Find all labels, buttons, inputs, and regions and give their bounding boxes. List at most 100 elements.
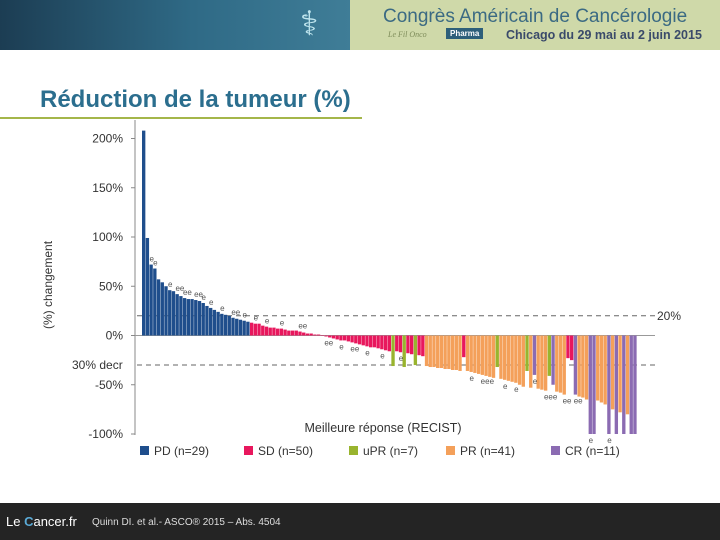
bar-pr — [436, 335, 440, 369]
bar-sd — [261, 325, 265, 336]
bar-sd — [406, 335, 410, 354]
bar-sd — [387, 335, 391, 352]
bar-pr — [473, 335, 477, 373]
bar-annotation: e — [399, 354, 404, 363]
bar-annotation: e — [365, 348, 370, 357]
bar-cr — [532, 335, 537, 375]
caduceus-icon: ⚕ — [300, 4, 319, 44]
bar-annotation: e — [220, 304, 225, 313]
legend-label: PD (n=29) — [154, 444, 209, 458]
bar-cr — [629, 335, 633, 434]
bar-sd — [395, 335, 399, 352]
bar-sd — [342, 335, 347, 341]
bar-pr — [484, 335, 488, 376]
bar-annotation: eee — [481, 377, 495, 386]
bar-upr — [402, 335, 406, 368]
bar-pd — [156, 279, 161, 336]
bar-sd — [376, 335, 380, 349]
fil-onco-logo: Le Fil Onco — [388, 30, 427, 39]
bar-pr — [506, 335, 511, 381]
bar-annotation: ee — [183, 288, 192, 297]
bar-cr — [592, 335, 596, 434]
bar-pd — [171, 291, 176, 336]
bar-annotation: e — [254, 314, 259, 323]
bar-pr — [454, 335, 458, 370]
bar-annotation: e — [149, 255, 154, 264]
y-tick-label: 0% — [106, 329, 124, 343]
bar-cr — [622, 335, 626, 434]
bar-annotation: e — [533, 377, 538, 386]
bar-pr — [488, 335, 492, 377]
bar-sd — [365, 335, 369, 347]
bar-annotation: ee — [298, 322, 307, 331]
bar-sd — [302, 332, 306, 336]
bar-upr — [413, 335, 418, 366]
bar-pr — [543, 335, 548, 391]
bar-sd — [316, 334, 321, 336]
y-axis-label: (%) changement — [41, 240, 55, 329]
y-tick-label: 150% — [92, 181, 123, 195]
bar-sd — [272, 327, 276, 336]
bar-pd — [223, 314, 228, 336]
bar-sd — [361, 335, 365, 346]
bar-pd — [201, 302, 205, 336]
bar-annotation: ee — [563, 397, 572, 406]
bar-pd — [142, 130, 146, 336]
bar-upr — [525, 335, 529, 371]
logo-prefix: Le — [6, 514, 25, 529]
bar-pr — [510, 335, 514, 382]
bar-pd — [208, 307, 213, 336]
bar-cr — [633, 335, 637, 434]
bar-pr — [491, 335, 496, 378]
reference-label-bg — [70, 356, 134, 373]
bar-pr — [581, 335, 585, 398]
bar-pr — [610, 335, 615, 410]
bar-pr — [439, 335, 444, 369]
bar-sd — [409, 335, 414, 355]
bar-sd — [257, 323, 261, 336]
bar-sd — [249, 322, 254, 336]
bar-sd — [398, 335, 403, 353]
bar-pr — [469, 335, 473, 372]
congress-title: Congrès Américain de Cancérologie — [383, 6, 688, 27]
bar-pd — [197, 301, 202, 336]
bar-pd — [153, 268, 157, 336]
bar-pd — [168, 290, 172, 336]
bar-pr — [603, 335, 607, 405]
bar-annotation: e — [265, 317, 270, 326]
bar-cr — [551, 335, 555, 385]
legend-label: SD (n=50) — [258, 444, 313, 458]
bar-sd — [320, 335, 324, 336]
bar-pd — [205, 305, 209, 336]
bar-pr — [625, 335, 630, 415]
bar-pr — [432, 335, 436, 368]
bar-sd — [380, 335, 384, 350]
bar-pr — [577, 335, 581, 397]
bar-pd — [227, 315, 231, 336]
reference-label-20: 20% — [657, 309, 681, 323]
bar-sd — [279, 328, 284, 336]
bar-pr — [447, 335, 451, 369]
bar-sd — [309, 333, 313, 336]
bar-pd — [182, 298, 187, 336]
bar-pd — [175, 294, 179, 336]
bar-pr — [450, 335, 455, 370]
waterfall-chart: 200% 150% 100% 50% 0% -50% -100% (%) changement… — [41, 120, 681, 458]
bar-pd — [216, 311, 220, 336]
bar-annotation: e — [607, 436, 612, 445]
bar-pr — [499, 335, 503, 379]
bar-sd — [324, 335, 328, 337]
bar-sd — [264, 326, 269, 336]
bar-pr — [465, 335, 470, 371]
bar-sd — [335, 335, 339, 340]
legend-swatch — [349, 446, 358, 455]
bar-sd — [369, 335, 373, 348]
bar-pd — [212, 309, 217, 336]
bar-annotation: e — [514, 385, 519, 394]
bar-pd — [160, 282, 164, 336]
bar-pd — [238, 319, 243, 336]
bar-sd — [268, 327, 272, 336]
bar-pr — [428, 335, 432, 368]
bar-pd — [145, 237, 150, 336]
bar-sd — [287, 330, 291, 336]
